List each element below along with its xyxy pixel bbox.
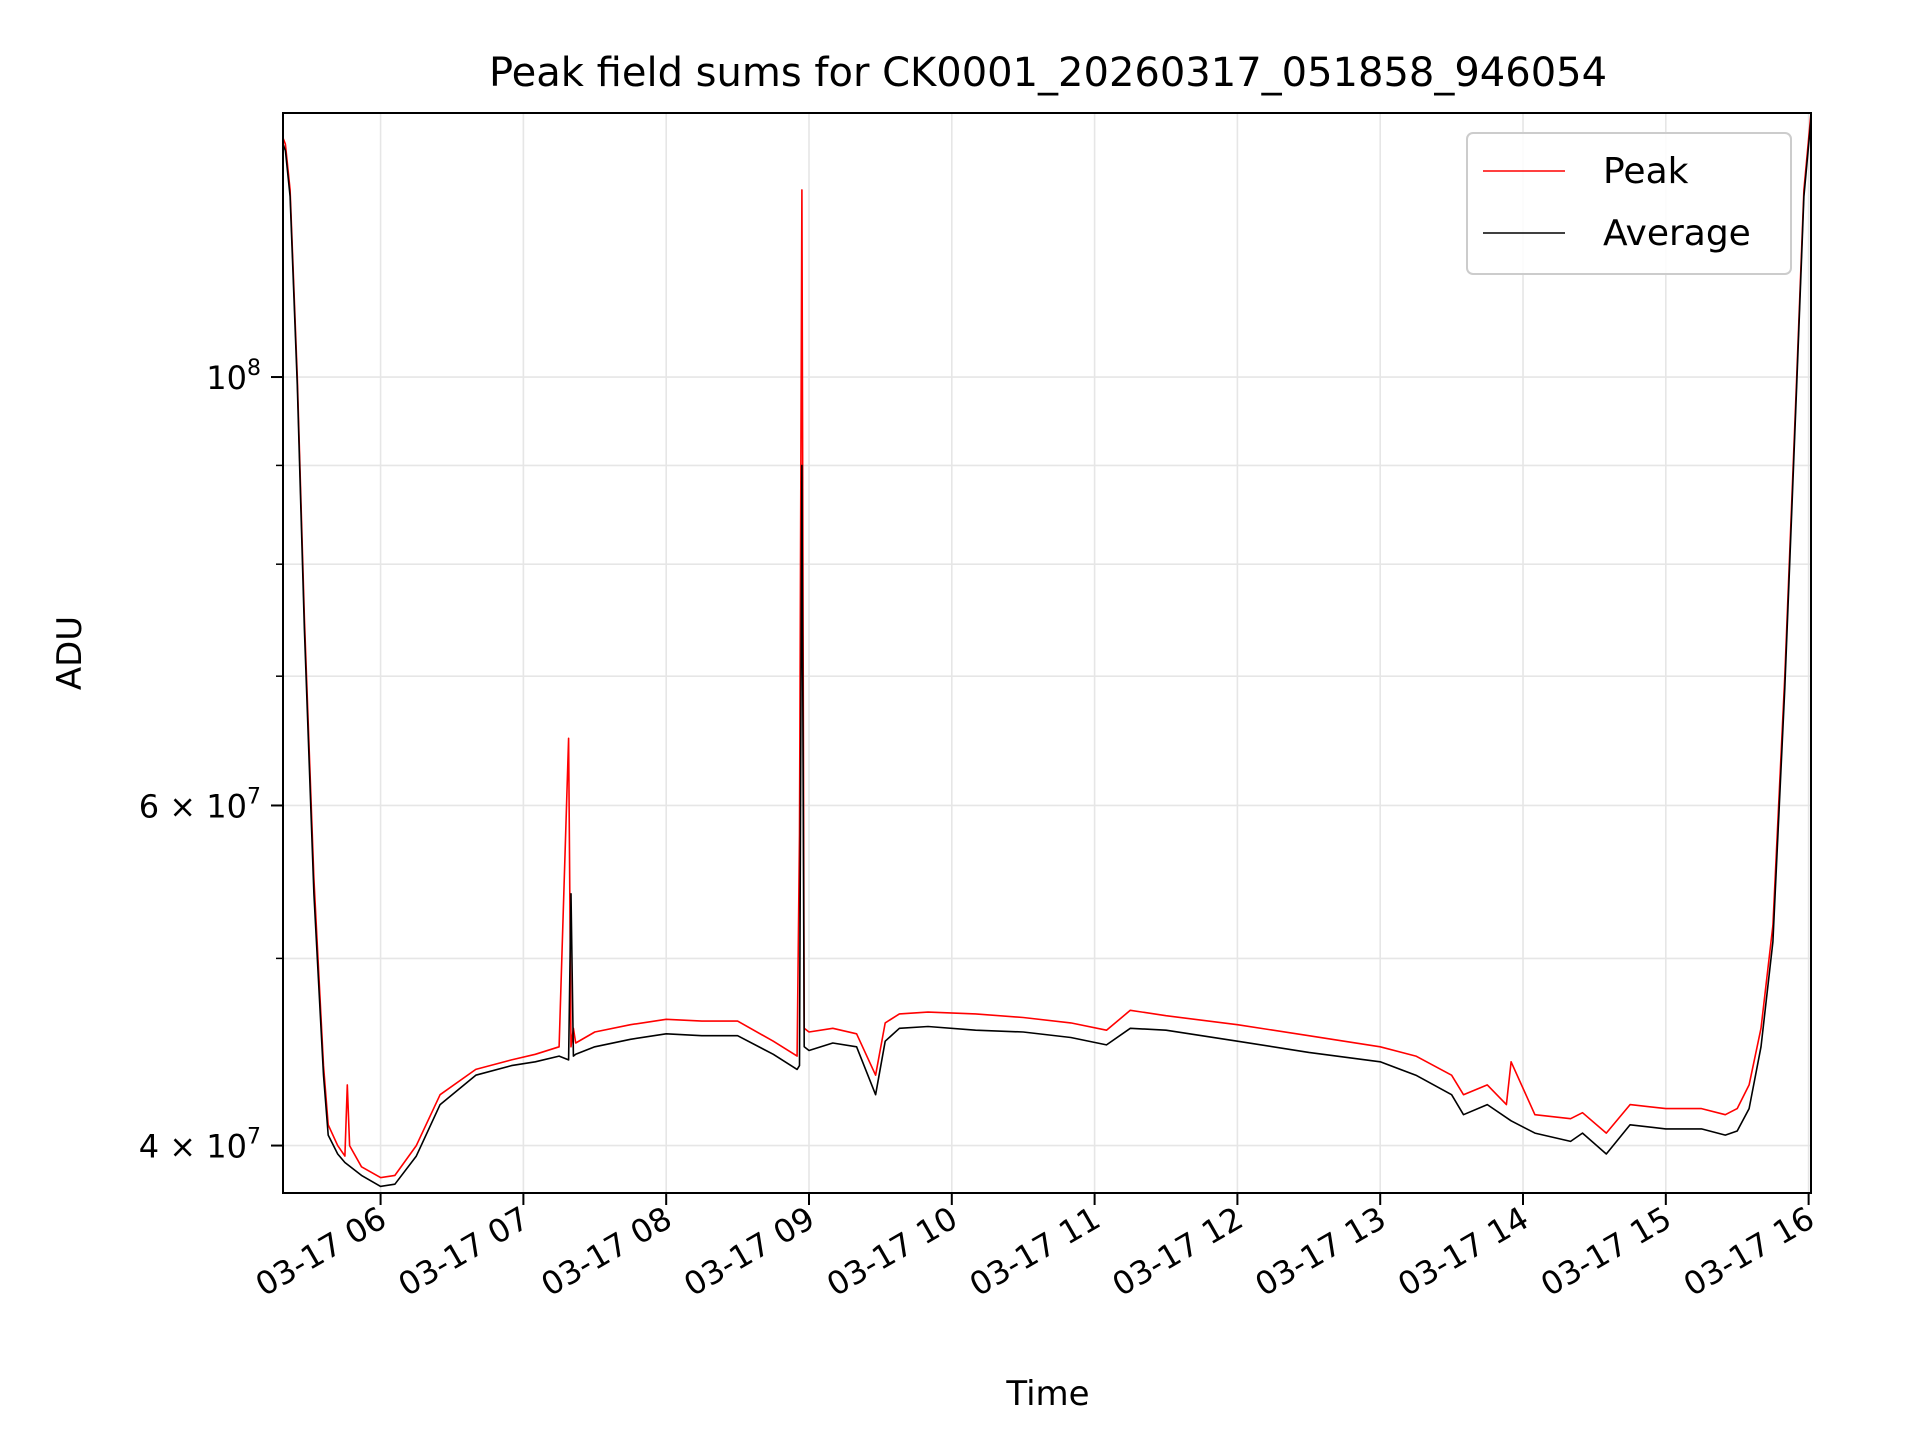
plot-frame	[282, 112, 1812, 1194]
y-axis: 4 × 107 6 × 107 108	[139, 356, 283, 1166]
y-axis-label: ADU	[50, 616, 90, 690]
legend-label-average: Average	[1603, 213, 1751, 254]
y-tick-label: 4 × 107	[139, 1125, 261, 1166]
chart-title: Peak field sums for CK0001_20260317_0518…	[489, 50, 1607, 96]
series-line-average	[282, 119, 1812, 1188]
x-axis-label: Time	[1005, 1374, 1089, 1414]
grid	[283, 113, 1811, 1193]
legend-label-peak: Peak	[1603, 151, 1689, 192]
plot-area	[282, 112, 1812, 1188]
y-tick-label: 6 × 107	[139, 784, 261, 825]
legend-box	[1466, 132, 1792, 275]
y-tick-label: 108	[206, 356, 261, 397]
legend: Peak Average	[1466, 132, 1792, 275]
series-line-peak	[282, 112, 1812, 1179]
